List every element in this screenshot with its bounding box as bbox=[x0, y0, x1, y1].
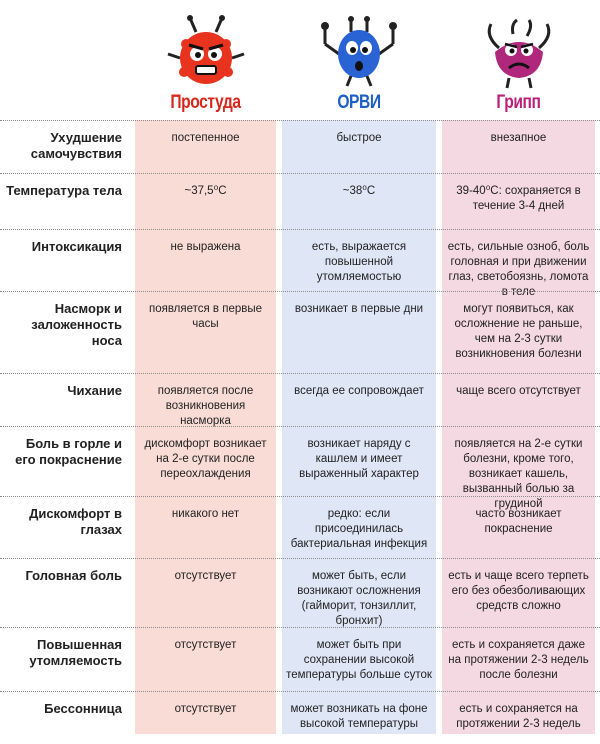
orvi-cell: всегда ее сопровождает bbox=[294, 385, 424, 397]
table-row: Дискомфорт в глазах никакого нет редко: … bbox=[0, 496, 600, 558]
orvi-cell: может возникать на фоне высокой температ… bbox=[290, 703, 428, 730]
orvi-cell: редко: если присоединилась бактериальная… bbox=[290, 508, 428, 550]
orvi-cell: может быть при сохранении высокой темпер… bbox=[286, 639, 432, 681]
flu-cell: появляется на 2-е сутки болезни, кроме т… bbox=[454, 438, 583, 510]
blue-germ-icon bbox=[321, 16, 397, 87]
orvi-title: ОРВИ bbox=[337, 92, 381, 113]
table-row: Головная боль отсутствует может быть, ес… bbox=[0, 558, 600, 627]
flu-cell: есть и сохраняется на протяжении 2-3 нед… bbox=[456, 703, 581, 730]
cold-cell: дискомфорт возникает на 2-е сутки после … bbox=[144, 438, 267, 480]
table-row: Ухудшение самочувствия постепенное быстр… bbox=[0, 120, 600, 173]
orvi-column-background bbox=[282, 120, 436, 734]
table-row: Повышенная утомляемость отсутствует може… bbox=[0, 627, 600, 691]
table-row: Бессонница отсутствует может возникать н… bbox=[0, 691, 600, 744]
row-label: Боль в горле и его покраснение bbox=[15, 436, 122, 467]
table-header: Простуда ОРВИ bbox=[0, 0, 600, 118]
orvi-cell: ~38⁰С bbox=[342, 185, 376, 197]
cold-column-background bbox=[135, 120, 276, 734]
flu-cell: есть и сохраняется даже на протяжении 2-… bbox=[448, 639, 589, 681]
row-label: Насморк и заложенность носа bbox=[31, 301, 122, 348]
orvi-cell: возникает наряду с кашлем и имеет выраже… bbox=[299, 438, 419, 480]
table-row: Боль в горле и его покраснение дискомфор… bbox=[0, 426, 600, 510]
row-label: Дискомфорт в глазах bbox=[29, 506, 122, 537]
cold-cell: никакого нет bbox=[171, 508, 240, 520]
flu-cell: 39-40⁰С: сохраняется в течение 3-4 дней bbox=[456, 185, 581, 212]
row-label: Головная боль bbox=[25, 568, 122, 583]
table-row: Насморк и заложенность носа появляется в… bbox=[0, 291, 600, 373]
cold-cell: ~37,5⁰С bbox=[184, 185, 227, 197]
orvi-cell: может быть, если возникают осложнения (г… bbox=[297, 570, 421, 627]
pink-germ-icon bbox=[487, 18, 550, 89]
cold-cell: постепенное bbox=[171, 132, 240, 144]
flu-cell: часто возникает покраснение bbox=[475, 508, 562, 535]
orvi-column-header: ОРВИ bbox=[282, 0, 436, 118]
flu-cell: могут появиться, как осложнение не раньш… bbox=[454, 303, 583, 360]
flu-title: Грипп bbox=[496, 92, 541, 113]
orvi-cell: быстрое bbox=[336, 132, 382, 144]
flu-cell: есть и чаще всего терпеть его без обезбо… bbox=[448, 570, 589, 612]
cold-cell: появляется после возникновения насморка bbox=[157, 385, 254, 427]
orvi-cell: есть, выражается повышенной утомляемость… bbox=[311, 241, 407, 283]
cold-cell: отсутствует bbox=[174, 703, 237, 715]
cold-cell: отсутствует bbox=[174, 639, 237, 651]
cold-title: Простуда bbox=[170, 92, 241, 113]
flu-cell: есть, сильные озноб, боль головная и при… bbox=[447, 241, 590, 298]
table-row: Температура тела ~37,5⁰С ~38⁰С 39-40⁰С: … bbox=[0, 173, 600, 229]
comparison-table: Ухудшение самочувствия постепенное быстр… bbox=[0, 120, 600, 744]
row-label: Температура тела bbox=[6, 183, 122, 198]
row-label: Бессонница bbox=[44, 701, 122, 716]
table-row: Интоксикация не выражена есть, выражаетс… bbox=[0, 229, 600, 298]
cold-cell: не выражена bbox=[170, 241, 241, 253]
flu-column-header: Грипп bbox=[442, 0, 595, 118]
row-label: Чихание bbox=[67, 383, 122, 398]
row-label: Повышенная утомляемость bbox=[29, 637, 122, 668]
orvi-cell: возникает в первые дни bbox=[294, 303, 424, 315]
row-label: Ухудшение самочувствия bbox=[30, 130, 122, 161]
cold-cell: отсутствует bbox=[174, 570, 237, 582]
cold-cell: появляется в первые часы bbox=[148, 303, 263, 330]
red-germ-icon bbox=[167, 15, 244, 84]
table-row: Чихание появляется после возникновения н… bbox=[0, 373, 600, 427]
flu-cell: внезапное bbox=[490, 132, 547, 144]
flu-column-background bbox=[442, 120, 595, 734]
row-label: Интоксикация bbox=[31, 239, 122, 254]
flu-cell: чаще всего отсутствует bbox=[456, 385, 581, 397]
cold-column-header: Простуда bbox=[135, 0, 276, 118]
